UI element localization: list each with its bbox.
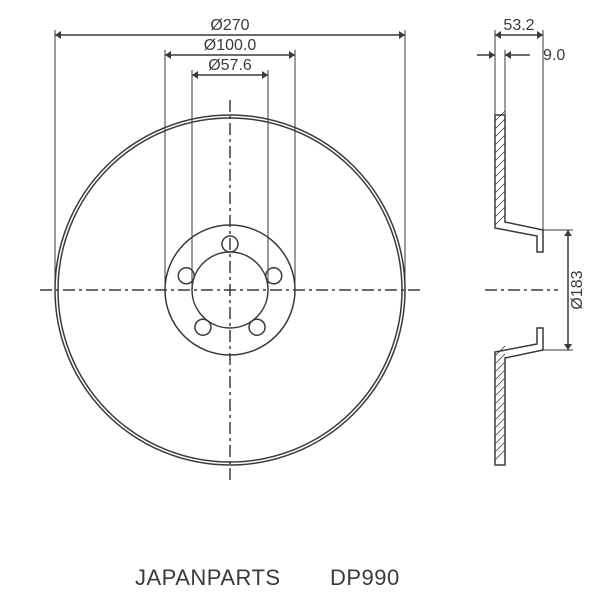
svg-text:9.0: 9.0 [543,47,565,64]
part-number: DP990 [330,565,400,591]
svg-text:Ø100.0: Ø100.0 [204,37,257,54]
svg-text:Ø183: Ø183 [569,270,586,309]
svg-text:Ø270: Ø270 [210,17,249,34]
svg-text:Ø57.6: Ø57.6 [208,57,252,74]
svg-text:53.2: 53.2 [503,17,534,34]
brand-name: JAPANPARTS [135,565,281,591]
